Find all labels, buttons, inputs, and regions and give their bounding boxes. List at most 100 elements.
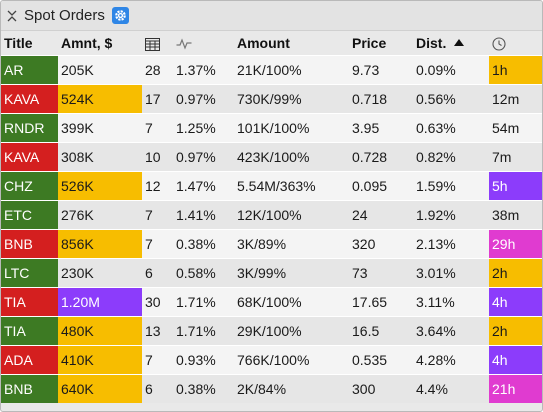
cell-amount: 3K/89% bbox=[234, 228, 349, 258]
cell-change: 1.71% bbox=[173, 286, 234, 316]
table-row[interactable]: LTC 230K 6 0.58% 3K/99% 73 3.01% 2h bbox=[1, 257, 542, 287]
cell-amount: 3K/99% bbox=[234, 257, 349, 287]
cell-count: 7 bbox=[142, 228, 173, 258]
cell-time: 54m bbox=[489, 112, 542, 142]
header-dist-label: Dist. bbox=[416, 34, 447, 51]
sort-ascending-icon bbox=[454, 38, 465, 46]
header-amount-usd[interactable]: Amnt, $ bbox=[61, 34, 113, 51]
window-title: Spot Orders bbox=[24, 7, 105, 24]
cell-count: 17 bbox=[142, 83, 173, 113]
cell-dist: 4.4% bbox=[413, 373, 489, 403]
header-time[interactable] bbox=[489, 31, 542, 55]
cell-amount: 5.54M/363% bbox=[234, 170, 349, 200]
table-header-row: Title Amnt, $ bbox=[1, 31, 542, 55]
header-dist[interactable]: Dist. bbox=[413, 31, 489, 55]
window-titlebar[interactable]: Spot Orders bbox=[1, 1, 542, 31]
cell-change: 1.37% bbox=[173, 54, 234, 84]
cell-count: 13 bbox=[142, 315, 173, 345]
cell-change: 0.38% bbox=[173, 373, 234, 403]
cell-dist: 2.13% bbox=[413, 228, 489, 258]
collapse-arrows-icon[interactable] bbox=[6, 10, 18, 22]
cell-price: 73 bbox=[349, 257, 413, 287]
cell-time: 4h bbox=[489, 344, 542, 374]
cell-count: 30 bbox=[142, 286, 173, 316]
cell-change: 0.38% bbox=[173, 228, 234, 258]
table-row[interactable]: KAVA 524K 17 0.97% 730K/99% 0.718 0.56% 12m bbox=[1, 83, 542, 113]
cell-amount: 101K/100% bbox=[234, 112, 349, 142]
cell-title: RNDR bbox=[1, 112, 58, 142]
cell-price: 3.95 bbox=[349, 112, 413, 142]
cell-change: 0.58% bbox=[173, 257, 234, 287]
cell-count: 6 bbox=[142, 373, 173, 403]
header-change[interactable] bbox=[173, 31, 234, 55]
cell-price: 9.73 bbox=[349, 54, 413, 84]
cell-title: TIA bbox=[1, 286, 58, 316]
cell-count: 7 bbox=[142, 112, 173, 142]
settings-button[interactable] bbox=[111, 7, 129, 24]
cell-time: 7m bbox=[489, 141, 542, 171]
cell-time: 38m bbox=[489, 199, 542, 229]
cell-dist: 1.92% bbox=[413, 199, 489, 229]
cell-dist: 3.64% bbox=[413, 315, 489, 345]
cell-dist: 4.28% bbox=[413, 344, 489, 374]
cell-change: 0.97% bbox=[173, 83, 234, 113]
table-row[interactable]: TIA 480K 13 1.71% 29K/100% 16.5 3.64% 2h bbox=[1, 315, 542, 345]
cell-title: ETC bbox=[1, 199, 58, 229]
cell-price: 17.65 bbox=[349, 286, 413, 316]
table-row[interactable]: ADA 410K 7 0.93% 766K/100% 0.535 4.28% 4h bbox=[1, 344, 542, 374]
grid-icon bbox=[145, 37, 160, 51]
cell-amount: 423K/100% bbox=[234, 141, 349, 171]
cell-change: 1.71% bbox=[173, 315, 234, 345]
header-price[interactable]: Price bbox=[352, 34, 387, 51]
cell-time: 21h bbox=[489, 373, 542, 403]
pulse-icon bbox=[176, 38, 192, 50]
cell-amount-usd: 308K bbox=[58, 141, 142, 171]
cell-change: 1.47% bbox=[173, 170, 234, 200]
cell-amount: 730K/99% bbox=[234, 83, 349, 113]
cell-amount-usd: 410K bbox=[58, 344, 142, 374]
cell-change: 1.41% bbox=[173, 199, 234, 229]
cell-count: 7 bbox=[142, 344, 173, 374]
cell-dist: 0.82% bbox=[413, 141, 489, 171]
header-amount[interactable]: Amount bbox=[237, 34, 290, 51]
table-row[interactable]: RNDR 399K 7 1.25% 101K/100% 3.95 0.63% 54m bbox=[1, 112, 542, 142]
table-row[interactable]: BNB 640K 6 0.38% 2K/84% 300 4.4% 21h bbox=[1, 373, 542, 403]
cell-time: 12m bbox=[489, 83, 542, 113]
cell-amount-usd: 480K bbox=[58, 315, 142, 345]
cell-amount: 21K/100% bbox=[234, 54, 349, 84]
cell-time: 2h bbox=[489, 257, 542, 287]
orders-table: Title Amnt, $ bbox=[1, 31, 542, 403]
cell-title: BNB bbox=[1, 373, 58, 403]
cell-change: 0.93% bbox=[173, 344, 234, 374]
cell-price: 300 bbox=[349, 373, 413, 403]
header-count[interactable] bbox=[142, 31, 173, 55]
table-row[interactable]: TIA 1.20M 30 1.71% 68K/100% 17.65 3.11% 4h bbox=[1, 286, 542, 316]
cell-amount: 68K/100% bbox=[234, 286, 349, 316]
cell-price: 320 bbox=[349, 228, 413, 258]
table-row[interactable]: ETC 276K 7 1.41% 12K/100% 24 1.92% 38m bbox=[1, 199, 542, 229]
table-row[interactable]: CHZ 526K 12 1.47% 5.54M/363% 0.095 1.59% 5h bbox=[1, 170, 542, 200]
cell-price: 24 bbox=[349, 199, 413, 229]
cell-amount-usd: 205K bbox=[58, 54, 142, 84]
cell-amount: 12K/100% bbox=[234, 199, 349, 229]
cell-amount-usd: 230K bbox=[58, 257, 142, 287]
cell-change: 1.25% bbox=[173, 112, 234, 142]
cell-amount-usd: 526K bbox=[58, 170, 142, 200]
cell-count: 10 bbox=[142, 141, 173, 171]
cell-amount-usd: 856K bbox=[58, 228, 142, 258]
cell-title: TIA bbox=[1, 315, 58, 345]
cell-amount-usd: 524K bbox=[58, 83, 142, 113]
cell-amount-usd: 276K bbox=[58, 199, 142, 229]
cell-amount-usd: 399K bbox=[58, 112, 142, 142]
header-title[interactable]: Title bbox=[4, 34, 33, 51]
cell-title: KAVA bbox=[1, 141, 58, 171]
cell-title: ADA bbox=[1, 344, 58, 374]
cell-dist: 3.01% bbox=[413, 257, 489, 287]
table-row[interactable]: BNB 856K 7 0.38% 3K/89% 320 2.13% 29h bbox=[1, 228, 542, 258]
cell-dist: 0.63% bbox=[413, 112, 489, 142]
table-row[interactable]: AR 205K 28 1.37% 21K/100% 9.73 0.09% 1h bbox=[1, 54, 542, 84]
table-row[interactable]: KAVA 308K 10 0.97% 423K/100% 0.728 0.82% 7m bbox=[1, 141, 542, 171]
cell-amount: 2K/84% bbox=[234, 373, 349, 403]
clock-icon bbox=[492, 37, 506, 51]
